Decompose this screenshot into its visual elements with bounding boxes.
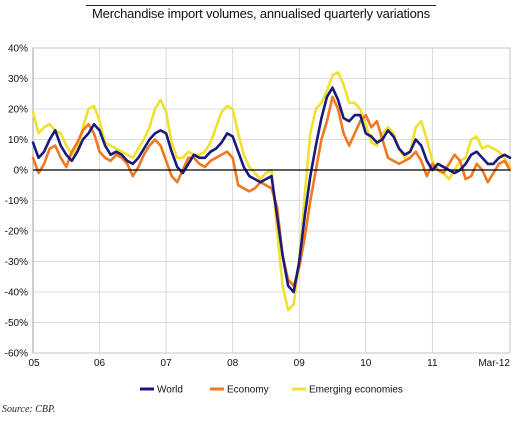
x-tick-label: Mar-12 [478, 358, 510, 369]
legend-item: Economy [210, 385, 269, 396]
x-tick-label: 08 [227, 358, 239, 369]
x-tick-labels: 05 06 07 08 09 10 11 Mar-12 [28, 358, 510, 369]
x-tick-label: 09 [294, 358, 306, 369]
chart-title: Merchandise import volumes, annualised q… [92, 6, 430, 21]
title-rule [86, 5, 436, 6]
legend-label: Economy [227, 385, 269, 396]
legend: World Economy Emerging economies [140, 385, 403, 396]
chart-area: 40% 30% 20% 10% 0% -10% -20% -30% -40% -50% -60% 0… [5, 44, 512, 396]
x-tick-label: 07 [161, 358, 173, 369]
x-tick-label: 10 [360, 358, 372, 369]
x-tick-label: 05 [28, 358, 40, 369]
x-tick-label: 11 [427, 358, 438, 369]
y-tick-label: -30% [5, 257, 28, 268]
x-tick-label: 06 [94, 358, 106, 369]
y-tick-label: -10% [5, 196, 28, 207]
y-tick-label: -20% [5, 227, 28, 238]
y-tick-label: -60% [5, 349, 28, 360]
gridlines [32, 47, 511, 354]
source-note: Source: CBP. [2, 404, 56, 415]
y-tick-label: -50% [5, 318, 28, 329]
y-tick-label: 10% [8, 135, 28, 146]
y-tick-label: 20% [8, 105, 28, 116]
y-tick-label: 40% [8, 44, 28, 55]
y-tick-labels: 40% 30% 20% 10% 0% -10% -20% -30% -40% -50% -60% [5, 44, 28, 360]
y-tick-label: 30% [8, 74, 28, 85]
y-tick-label: 0% [14, 166, 29, 177]
series-line-economy [31, 95, 512, 288]
series-lines [31, 71, 512, 312]
legend-item: World [140, 385, 183, 396]
legend-label: World [157, 385, 183, 396]
series-line-world [31, 86, 512, 294]
legend-label: Emerging economies [309, 385, 403, 396]
y-tick-label: -40% [5, 288, 28, 299]
legend-item: Emerging economies [292, 385, 403, 396]
